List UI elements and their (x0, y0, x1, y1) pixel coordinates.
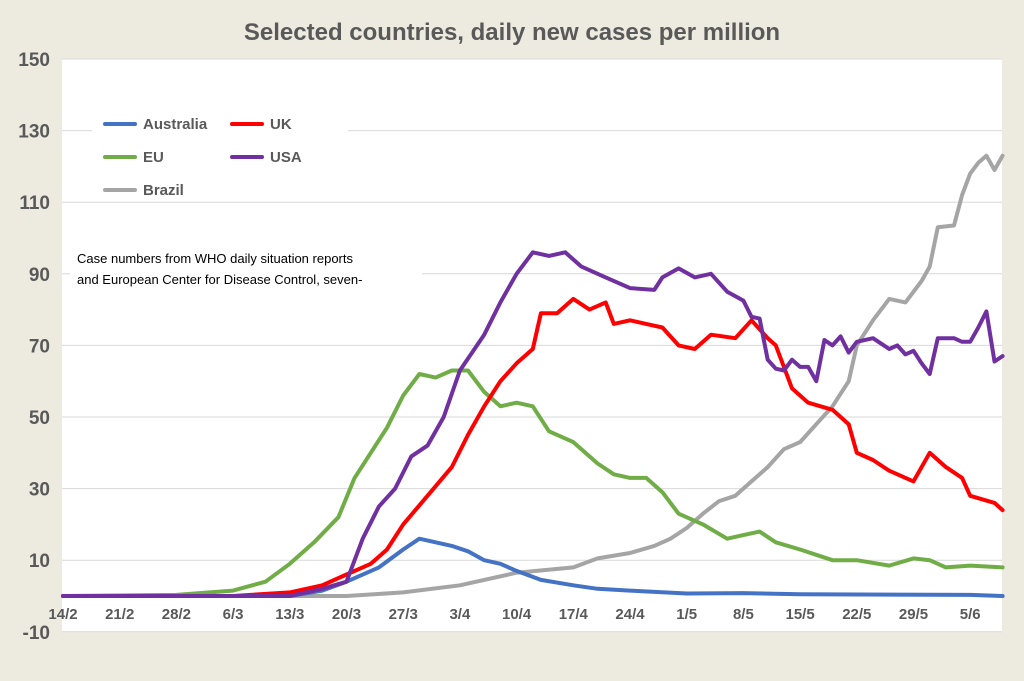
x-tick-label: 1/5 (676, 606, 697, 623)
x-tick-label: 29/5 (899, 606, 928, 623)
y-tick-label: 30 (29, 480, 50, 501)
series-line-usa (61, 250, 1005, 598)
series-line-australia (61, 536, 1005, 598)
legend-label: UK (270, 116, 292, 133)
y-tick-label: 10 (29, 551, 50, 572)
series-line-uk (61, 296, 1005, 598)
series-lines (61, 153, 1005, 598)
legend-item-uk: UK (230, 116, 292, 133)
x-tick-label: 6/3 (223, 606, 244, 623)
legend-item-eu: EU (103, 149, 164, 166)
legend-label: Australia (143, 116, 208, 133)
x-tick-label: 17/4 (559, 606, 589, 623)
legend-box (92, 100, 348, 200)
x-axis: 14/2 21/2 28/2 6/3 13/3 20/3 27/3 3/4 10/4 17/4 24… (48, 606, 980, 623)
x-tick-label: 14/2 (48, 606, 77, 623)
y-tick-label: -10 (23, 623, 50, 644)
x-tick-label: 10/4 (502, 606, 532, 623)
x-tick-label: 15/5 (785, 606, 814, 623)
y-tick-label: 110 (19, 193, 50, 214)
series-line-brazil (61, 153, 1005, 598)
chart-title: Selected countries, daily new cases per … (244, 19, 780, 46)
legend-item-usa: USA (230, 149, 302, 166)
x-tick-label: 3/4 (449, 606, 471, 623)
x-tick-label: 21/2 (105, 606, 134, 623)
x-tick-label: 5/6 (960, 606, 981, 623)
x-tick-label: 8/5 (733, 606, 754, 623)
annotation-box (70, 244, 422, 290)
series-line-eu (61, 368, 1005, 598)
annotation-line-2: and European Center for Disease Control,… (77, 272, 362, 287)
x-tick-label: 20/3 (332, 606, 361, 623)
y-tick-label: 130 (18, 122, 50, 143)
y-axis: 150 130 110 90 70 50 30 10 -10 (18, 50, 50, 644)
y-tick-label: 50 (29, 408, 50, 429)
annotation-line-1: Case numbers from WHO daily situation re… (77, 251, 353, 266)
legend-label: Brazil (143, 182, 184, 199)
y-tick-label: 90 (29, 265, 50, 286)
legend-label: EU (143, 149, 164, 166)
x-tick-label: 28/2 (162, 606, 191, 623)
x-tick-label: 13/3 (275, 606, 304, 623)
x-tick-label: 22/5 (842, 606, 871, 623)
x-tick-label: 27/3 (389, 606, 418, 623)
x-tick-label: 24/4 (615, 606, 645, 623)
legend: Australia UK EU USA Brazil (103, 116, 302, 199)
legend-label: USA (270, 149, 302, 166)
legend-item-brazil: Brazil (103, 182, 184, 199)
legend-item-australia: Australia (103, 116, 208, 133)
y-tick-label: 70 (29, 336, 50, 357)
y-tick-label: 150 (18, 50, 50, 71)
